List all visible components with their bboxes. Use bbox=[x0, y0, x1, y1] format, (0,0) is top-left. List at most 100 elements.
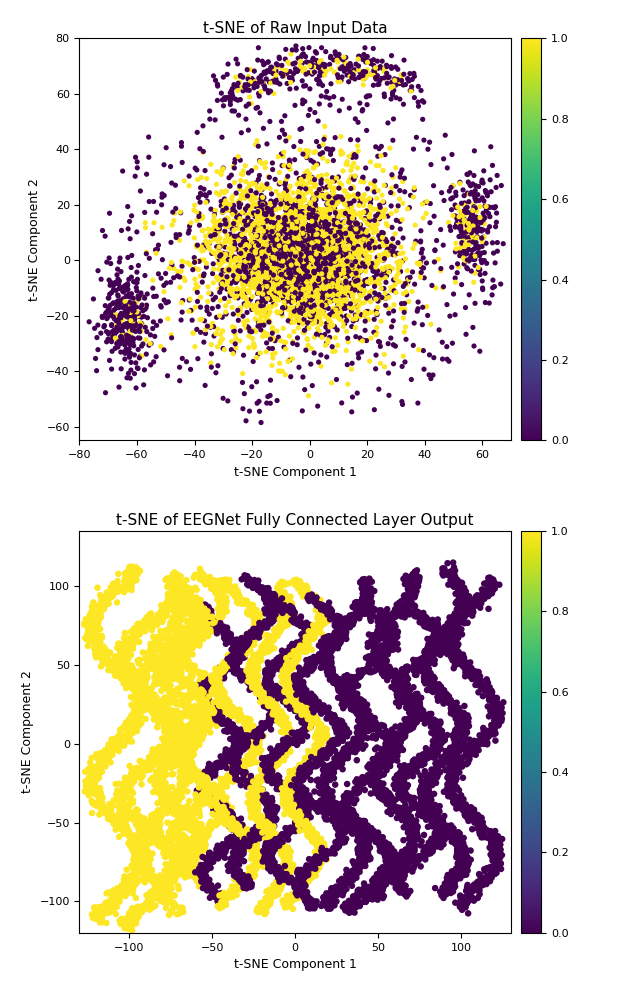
Point bbox=[304, 254, 314, 270]
Point bbox=[178, 774, 188, 790]
Point bbox=[476, 815, 486, 831]
Point bbox=[456, 843, 466, 859]
Point bbox=[428, 806, 438, 822]
Point bbox=[206, 359, 216, 375]
Point bbox=[255, 745, 265, 761]
Point bbox=[195, 627, 205, 643]
Point bbox=[268, 860, 278, 876]
Point bbox=[294, 249, 304, 265]
Point bbox=[312, 724, 322, 740]
Point bbox=[249, 626, 259, 642]
Point bbox=[151, 665, 161, 681]
Point bbox=[267, 231, 277, 247]
Point bbox=[167, 894, 177, 910]
Point bbox=[464, 808, 474, 824]
Point bbox=[281, 254, 291, 270]
Point bbox=[177, 778, 187, 794]
Point bbox=[326, 890, 335, 906]
Point bbox=[283, 259, 293, 275]
Point bbox=[211, 325, 221, 341]
Point bbox=[169, 603, 179, 619]
Point bbox=[270, 591, 280, 607]
Point bbox=[142, 663, 152, 679]
Point bbox=[236, 828, 246, 844]
Point bbox=[422, 645, 432, 661]
Point bbox=[214, 798, 224, 813]
Point bbox=[356, 701, 366, 717]
Point bbox=[402, 862, 412, 878]
Point bbox=[344, 205, 354, 221]
Point bbox=[343, 812, 353, 828]
Point bbox=[293, 192, 303, 208]
Point bbox=[298, 724, 308, 740]
Point bbox=[230, 152, 240, 168]
Point bbox=[292, 737, 302, 753]
Point bbox=[249, 657, 259, 673]
Point bbox=[236, 260, 246, 276]
Point bbox=[350, 272, 360, 288]
Point bbox=[141, 298, 151, 313]
Point bbox=[304, 897, 314, 913]
Point bbox=[258, 646, 268, 662]
Point bbox=[229, 654, 239, 670]
Point bbox=[378, 252, 388, 268]
Point bbox=[160, 767, 170, 783]
Point bbox=[202, 722, 211, 738]
Point bbox=[274, 753, 284, 769]
Point bbox=[128, 300, 138, 315]
Point bbox=[273, 244, 283, 260]
Point bbox=[185, 640, 195, 656]
Point bbox=[250, 252, 260, 268]
Point bbox=[479, 193, 489, 209]
Point bbox=[273, 887, 283, 903]
Point bbox=[330, 673, 340, 688]
Point bbox=[420, 648, 430, 664]
Point bbox=[326, 644, 336, 660]
Point bbox=[340, 214, 350, 230]
Point bbox=[187, 719, 197, 735]
Point bbox=[425, 195, 435, 211]
Point bbox=[285, 723, 295, 739]
Point bbox=[450, 607, 460, 623]
Point bbox=[333, 623, 343, 639]
Point bbox=[178, 579, 188, 595]
Point bbox=[277, 585, 286, 601]
Point bbox=[361, 599, 371, 615]
Point bbox=[335, 825, 345, 841]
Point bbox=[166, 635, 175, 651]
Point bbox=[456, 739, 466, 755]
Point bbox=[216, 237, 226, 253]
Point bbox=[305, 58, 315, 73]
Point bbox=[314, 241, 324, 257]
Point bbox=[487, 682, 497, 698]
Point bbox=[244, 728, 254, 744]
Point bbox=[365, 883, 374, 899]
Point bbox=[391, 855, 401, 871]
Point bbox=[323, 204, 333, 220]
Point bbox=[138, 687, 148, 703]
Point bbox=[211, 365, 221, 381]
Point bbox=[251, 215, 261, 231]
Point bbox=[285, 310, 295, 326]
Point bbox=[329, 806, 339, 822]
Point bbox=[127, 681, 137, 696]
Point bbox=[166, 327, 176, 343]
Point bbox=[379, 793, 389, 808]
Point bbox=[457, 580, 467, 596]
Point bbox=[283, 778, 293, 794]
Point bbox=[96, 601, 106, 617]
Point bbox=[335, 672, 345, 687]
Point bbox=[315, 749, 325, 765]
Point bbox=[436, 838, 446, 854]
Point bbox=[341, 278, 351, 294]
Point bbox=[177, 741, 187, 757]
Point bbox=[423, 141, 433, 157]
Point bbox=[199, 334, 209, 350]
Point bbox=[255, 904, 265, 920]
Point bbox=[427, 830, 436, 846]
Point bbox=[188, 848, 198, 864]
Point bbox=[305, 245, 315, 261]
Point bbox=[391, 618, 401, 634]
Point bbox=[175, 568, 185, 584]
Point bbox=[260, 589, 270, 605]
